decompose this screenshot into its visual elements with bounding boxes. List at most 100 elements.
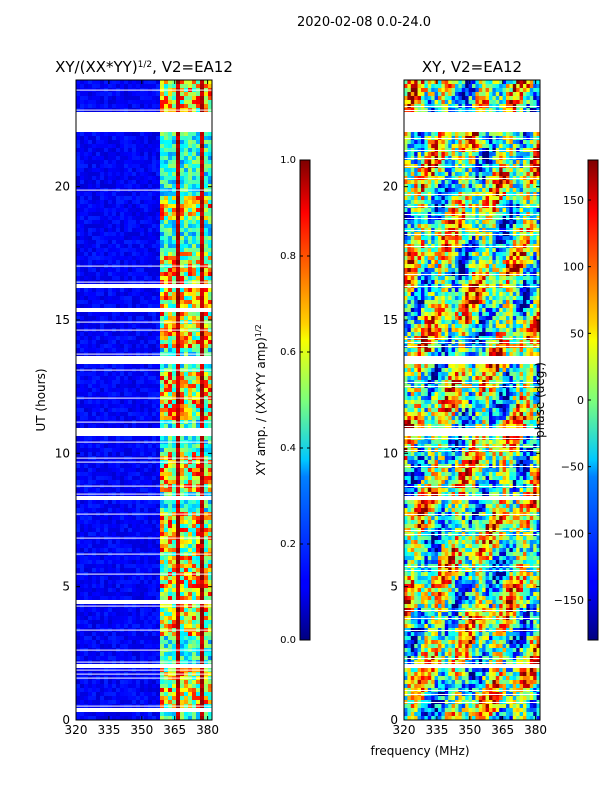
amp-cell <box>96 520 101 525</box>
amp-cell <box>108 516 113 521</box>
amp-cell <box>160 404 165 409</box>
amp-cell <box>168 596 173 601</box>
amp-cell <box>132 228 137 233</box>
amp-cell <box>196 416 201 421</box>
amp-cell <box>112 464 117 469</box>
amp-cell <box>184 388 189 393</box>
amp-cell <box>204 220 209 225</box>
amp-cell <box>160 268 165 273</box>
amp-cell <box>144 436 149 441</box>
amp-cell <box>84 240 89 245</box>
amp-cell <box>76 176 81 181</box>
amp-cell <box>164 348 169 353</box>
amp-cell <box>88 232 93 237</box>
amp-cell <box>128 544 133 549</box>
amp-cell <box>204 624 209 629</box>
amp-cell <box>196 696 201 701</box>
amp-cell <box>196 236 201 241</box>
amp-cell <box>76 300 81 305</box>
amp-cell <box>116 464 121 469</box>
amp-cell <box>164 372 169 377</box>
amp-cell <box>180 180 185 185</box>
amp-cell <box>152 268 157 273</box>
amp-cell <box>180 444 185 449</box>
amp-cell <box>108 140 113 145</box>
amp-cell <box>140 616 145 621</box>
amp-cell <box>176 576 181 581</box>
amp-cell <box>172 592 177 597</box>
amp-cell <box>132 288 137 293</box>
amp-cell <box>176 168 181 173</box>
amp-cell <box>76 556 81 561</box>
amp-cell <box>80 216 85 221</box>
amp-cell <box>144 632 149 637</box>
amp-cell <box>204 232 209 237</box>
amp-cell <box>164 588 169 593</box>
amp-cell <box>132 296 137 301</box>
amp-cell <box>160 204 165 209</box>
amp-cell <box>156 384 161 389</box>
amp-cell <box>180 392 185 397</box>
amp-cell <box>176 100 181 105</box>
amp-cell <box>120 416 125 421</box>
amp-cell <box>116 92 121 97</box>
amp-cell <box>132 240 137 245</box>
amp-cell <box>80 132 85 137</box>
amp-cell <box>184 384 189 389</box>
amp-cell <box>76 224 81 229</box>
amp-cell <box>144 592 149 597</box>
amp-cell <box>196 216 201 221</box>
amp-cell <box>148 252 153 257</box>
amp-cell <box>80 716 85 721</box>
amp-cell <box>196 508 201 513</box>
amp-cell <box>152 716 157 721</box>
amp-cell <box>208 184 213 189</box>
amp-cell <box>176 156 181 161</box>
amp-cell <box>132 644 137 649</box>
amp-cell <box>188 644 193 649</box>
amp-cell <box>76 588 81 593</box>
amp-cell <box>104 272 109 277</box>
amp-cell <box>208 312 213 317</box>
amp-cell <box>144 508 149 513</box>
amp-cell <box>152 524 157 529</box>
amp-cell <box>200 524 205 529</box>
amp-cell <box>156 544 161 549</box>
amp-cell <box>184 316 189 321</box>
amp-cell <box>164 556 169 561</box>
amp-cell <box>116 444 121 449</box>
amp-cell <box>184 436 189 441</box>
amp-cell <box>100 636 105 641</box>
amp-cell <box>156 300 161 305</box>
amp-cell <box>96 632 101 637</box>
amp-cell <box>112 608 117 613</box>
amp-cell <box>92 260 97 265</box>
amp-cell <box>116 244 121 249</box>
amp-cell <box>144 636 149 641</box>
amp-cell <box>184 504 189 509</box>
amp-cell <box>168 168 173 173</box>
amp-cell <box>176 568 181 573</box>
amp-cell <box>192 156 197 161</box>
amp-cell <box>136 684 141 689</box>
amp-cell <box>192 260 197 265</box>
amp-cell <box>80 252 85 257</box>
amp-cell <box>172 408 177 413</box>
amp-cell <box>124 644 129 649</box>
amp-cell <box>184 680 189 685</box>
amp-cell <box>168 700 173 705</box>
amp-cell <box>208 388 213 393</box>
amp-cell <box>96 140 101 145</box>
amp-cell <box>96 96 101 101</box>
amp-cell <box>192 276 197 281</box>
amp-cell <box>124 400 129 405</box>
amp-cell <box>172 240 177 245</box>
amp-cell <box>196 412 201 417</box>
amp-cell <box>136 416 141 421</box>
amp-cell <box>148 140 153 145</box>
amp-cell <box>96 472 101 477</box>
amp-cell <box>116 592 121 597</box>
amp-cell <box>172 256 177 261</box>
amp-cell <box>100 260 105 265</box>
amp-cell <box>84 412 89 417</box>
